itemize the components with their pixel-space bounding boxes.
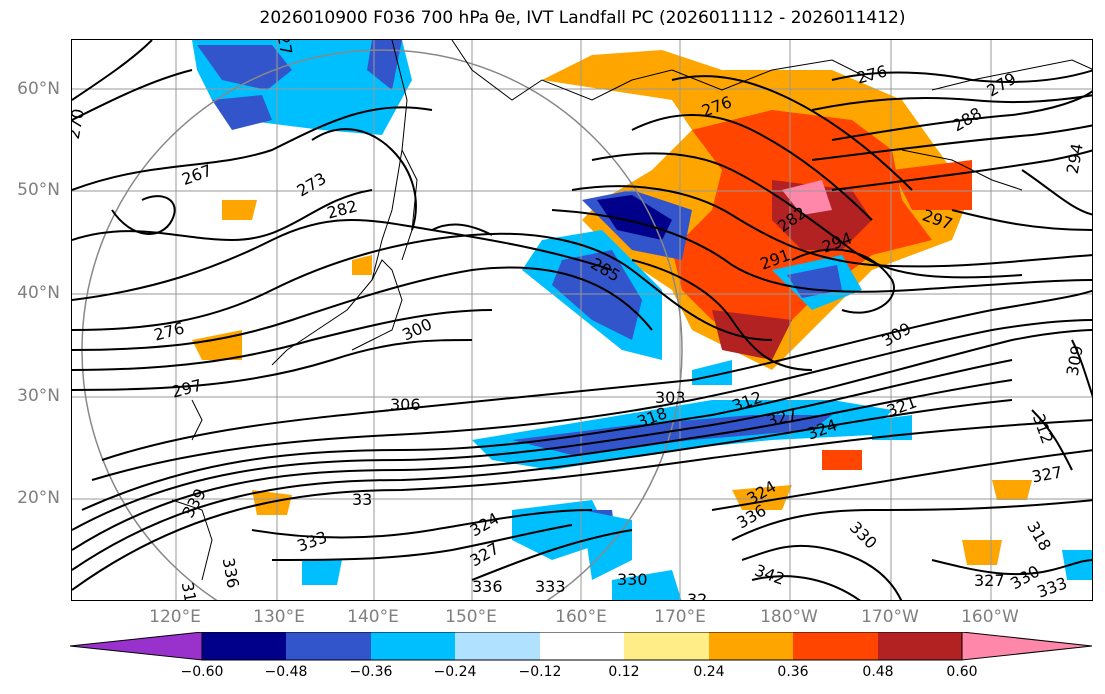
colorbar-label: −0.48 [264,664,308,680]
contour-label: 309 [879,319,915,351]
colorbar-label: 0.12 [608,664,640,680]
lon-label-170e: 170°E [654,607,706,627]
lat-label-40n: 40°N [17,283,60,303]
map-title: 2026010900 F036 700 hPa θe, IVT Landfall… [259,8,906,28]
lon-label-150e: 150°E [445,607,497,627]
lon-label-160w: 160°W [961,607,1019,627]
contour-label: 297 [170,375,204,401]
colorbar-extend-high [961,632,1093,661]
colorbar-label: 0.60 [946,664,978,680]
colorbar-label: −0.36 [349,664,393,680]
lat-label-50n: 50°N [17,180,60,200]
contour-label: 294 [1063,142,1087,175]
contour-label: 276 [152,318,186,344]
contour-label: 306 [390,395,421,414]
colorbar-swatches [70,632,1093,661]
lat-label-20n: 20°N [17,488,60,508]
contour-label: 327 [974,571,1005,590]
contour-label: 327 [1030,462,1063,486]
contour-label: 315 [178,580,202,601]
map-canvas: 270 267 273 282 276 276 279 288 294 297 … [72,40,1092,601]
contour-label: 336 [472,577,503,596]
contour-label: 276 [855,61,889,87]
contour-label: 330 [617,570,648,589]
colorbar-extend-low [70,632,203,661]
contour-label: 27 [274,40,296,56]
lon-label-160e: 160°E [555,607,607,627]
map-panel: 270 267 273 282 276 276 279 288 294 297 … [71,39,1093,601]
colorbar-label: −0.12 [518,664,562,680]
contour-label: 288 [949,104,985,136]
colorbar-label: 0.36 [777,664,809,680]
coastlines [171,40,1092,581]
contour-label: 309 [1063,344,1087,377]
contour-label: 33 [352,490,372,509]
contour-label: 336 [219,556,243,589]
contour-label: 312 [1029,411,1057,446]
contour-label: 270 [72,107,88,140]
contour-label: 282 [325,196,359,222]
contour-label: 333 [535,577,566,596]
contour-label: 330 [846,518,881,553]
colorbar-label: 0.48 [862,664,894,680]
contour-label: 318 [1023,518,1055,554]
contour-label: 273 [294,169,330,201]
colorbar [70,632,1093,661]
lon-label-120e: 120°E [149,607,201,627]
colorbar-label: −0.24 [433,664,477,680]
lon-label-180w: 180°W [760,607,818,627]
contour-label: 303 [655,388,686,407]
lat-label-30n: 30°N [17,386,60,406]
lon-label-170w: 170°W [861,607,919,627]
lat-label-60n: 60°N [17,79,60,99]
colorbar-label: 0.24 [693,664,725,680]
theta-e-contours [72,40,1092,600]
contour-label: 32 [687,590,707,601]
lon-label-140e: 140°E [347,607,399,627]
colorbar-label: −0.60 [180,664,224,680]
contour-label: 333 [294,527,329,555]
contour-label: 279 [984,69,1020,101]
contour-label: 342 [752,561,787,589]
lon-label-130e: 130°E [253,607,305,627]
